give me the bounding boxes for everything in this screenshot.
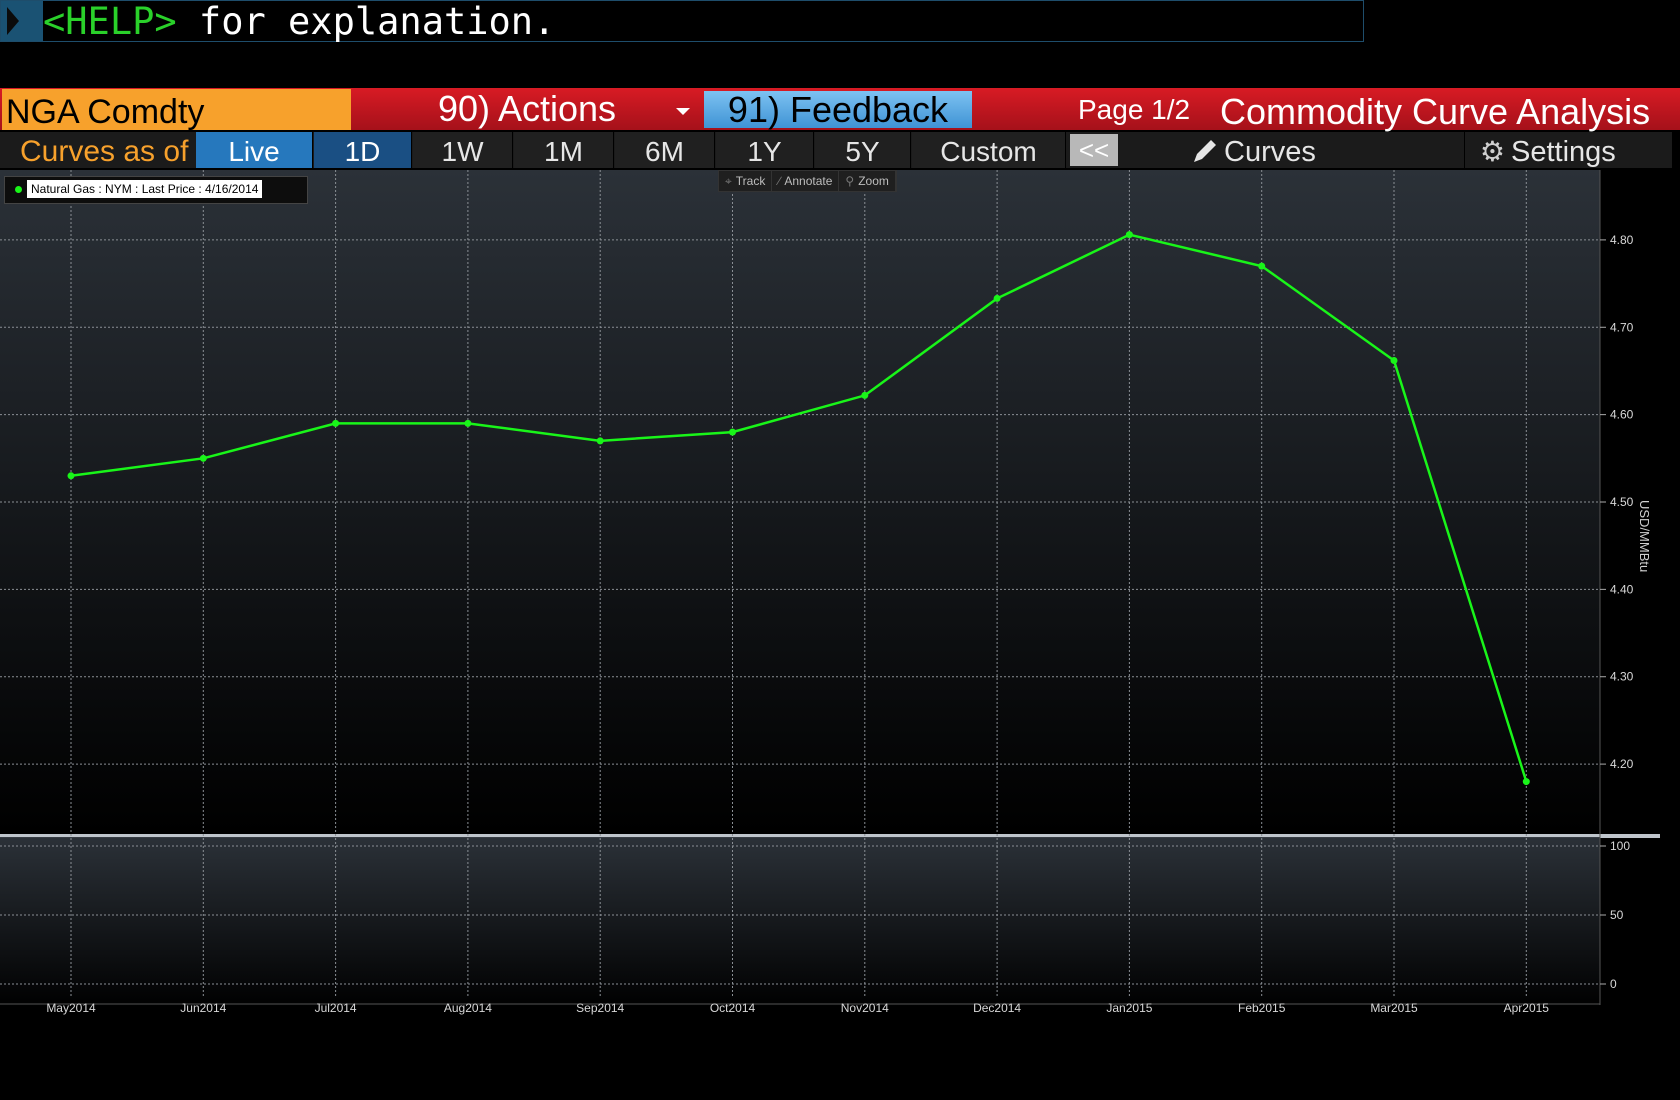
page-title: Commodity Curve Analysis — [1220, 91, 1651, 132]
annotate-tool[interactable]: ∕ Annotate — [772, 171, 840, 191]
data-point[interactable] — [729, 428, 736, 436]
data-point[interactable] — [332, 419, 340, 427]
track-label: Track — [735, 174, 766, 188]
zoom-tool[interactable]: ⚲ Zoom — [839, 171, 896, 191]
chart-area[interactable]: 4.20 4.30 4.40 4.50 4.60 4.70 4.80 0 50 100 May2… — [0, 170, 1680, 1030]
tab-6m[interactable]: 6M — [615, 132, 715, 168]
x-tick-label: Jan2015 — [1106, 1001, 1152, 1015]
tab-1w[interactable]: 1W — [413, 132, 513, 168]
curves-button[interactable]: Curves — [1190, 132, 1390, 168]
data-point[interactable] — [199, 454, 207, 462]
legend-dot-icon — [15, 186, 22, 193]
x-tick-label: Oct2014 — [710, 1001, 756, 1015]
data-point[interactable] — [1125, 231, 1133, 239]
legend-label: Natural Gas : NYM : Last Price : 4/16/20… — [27, 180, 263, 198]
magnifier-icon: ⚲ — [845, 174, 855, 188]
lower-tick-label: 50 — [1610, 908, 1624, 922]
command-text: <HELP> for explanation. — [43, 0, 556, 43]
x-tick-label: May2014 — [46, 1001, 96, 1015]
pencil-icon — [1194, 140, 1216, 162]
x-tick-label: Nov2014 — [841, 1001, 889, 1015]
zoom-label: Zoom — [858, 174, 889, 188]
settings-button[interactable]: ⚙ Settings — [1464, 132, 1673, 168]
page-indicator[interactable]: Page 1/2 — [1078, 94, 1191, 125]
curves-label: Curves — [1224, 136, 1316, 168]
command-hint: for explanation. — [176, 0, 556, 43]
x-tick-label: Mar2015 — [1370, 1001, 1418, 1015]
x-tick-label: Sep2014 — [576, 1001, 624, 1015]
gear-icon: ⚙ — [1479, 136, 1505, 167]
chevron-down-icon — [676, 108, 690, 115]
tab-1d[interactable]: 1D — [314, 132, 412, 168]
tab-live[interactable]: Live — [196, 132, 313, 168]
chart-toolbar: ⌖ Track ∕ Annotate ⚲ Zoom — [718, 170, 897, 192]
y-axis-label: USD/MMBtu — [1637, 500, 1652, 573]
series-line — [70, 233, 1528, 782]
data-point[interactable] — [1258, 262, 1266, 270]
x-tick-label: Apr2015 — [1504, 1001, 1550, 1015]
y-tick-label: 4.60 — [1610, 408, 1634, 422]
tab-1y[interactable]: 1Y — [716, 132, 814, 168]
x-tick-label: Jun2014 — [180, 1001, 226, 1015]
curve-chart[interactable]: 4.20 4.30 4.40 4.50 4.60 4.70 4.80 0 50 100 May2… — [0, 170, 1680, 1030]
range-label: Curves as of — [20, 135, 189, 168]
pencil-icon: ∕ — [778, 174, 781, 188]
y-tick-label: 4.80 — [1610, 233, 1634, 247]
feedback-button[interactable]: 91) Feedback — [704, 91, 972, 129]
tab-5y[interactable]: 5Y — [815, 132, 911, 168]
security-ticker[interactable]: NGA Comdty — [2, 89, 351, 131]
data-point[interactable] — [1522, 778, 1530, 786]
tab-custom[interactable]: Custom — [912, 132, 1066, 168]
command-line[interactable]: <HELP> for explanation. — [0, 0, 1364, 43]
collapse-button[interactable]: << — [1070, 134, 1118, 166]
data-point[interactable] — [596, 437, 604, 445]
lower-tick-label: 100 — [1610, 839, 1630, 853]
y-tick-label: 4.50 — [1610, 495, 1634, 509]
y-tick-label: 4.30 — [1610, 670, 1634, 684]
x-tick-label: Dec2014 — [973, 1001, 1021, 1015]
track-tool[interactable]: ⌖ Track — [719, 171, 773, 191]
data-point[interactable] — [1390, 356, 1398, 364]
y-tick-label: 4.40 — [1610, 582, 1634, 596]
annotate-label: Annotate — [784, 174, 833, 188]
crosshair-icon: ⌖ — [725, 174, 732, 188]
y-tick-label: 4.70 — [1610, 320, 1634, 334]
x-tick-label: Jul2014 — [315, 1001, 357, 1015]
settings-label: Settings — [1511, 136, 1616, 168]
x-tick-label: Aug2014 — [444, 1001, 492, 1015]
data-point[interactable] — [993, 294, 1001, 302]
data-point[interactable] — [67, 472, 75, 480]
y-tick-label: 4.20 — [1610, 757, 1634, 771]
actions-button[interactable]: 90) Actions — [352, 88, 702, 130]
help-key[interactable]: <HELP> — [43, 0, 177, 43]
tab-1m[interactable]: 1M — [514, 132, 614, 168]
actions-label: 90) Actions — [437, 88, 617, 129]
chart-legend[interactable]: Natural Gas : NYM : Last Price : 4/16/20… — [4, 176, 308, 204]
command-arrow-icon — [1, 1, 43, 41]
data-point[interactable] — [464, 419, 472, 427]
data-point[interactable] — [861, 391, 869, 399]
x-tick-label: Feb2015 — [1238, 1001, 1286, 1015]
lower-tick-label: 0 — [1610, 977, 1617, 991]
